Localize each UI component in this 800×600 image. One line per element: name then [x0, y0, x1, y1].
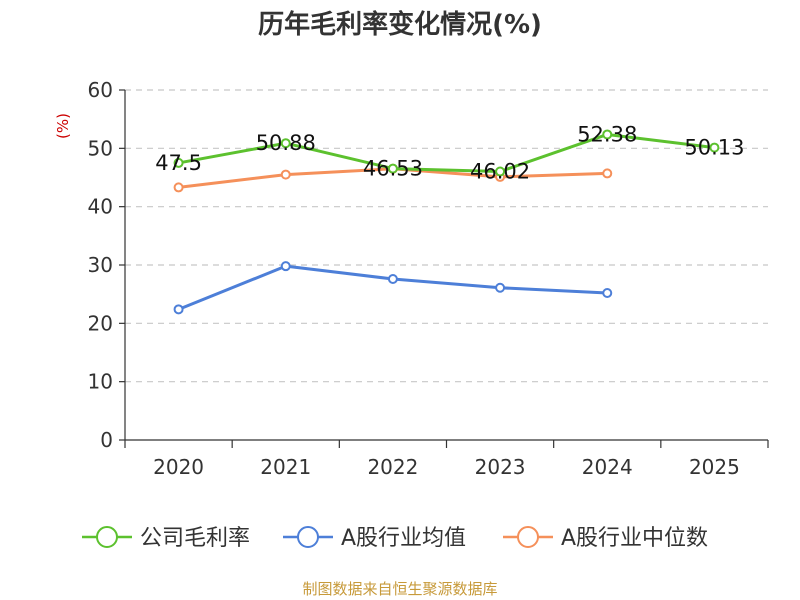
data-point	[495, 166, 506, 177]
data-point	[173, 304, 184, 315]
data-point	[387, 163, 398, 174]
series-line	[178, 132, 715, 174]
data-label: 46.02	[470, 160, 530, 184]
data-point	[280, 169, 291, 180]
x-tick-label: 2022	[367, 455, 418, 479]
legend-label: A股行业中位数	[561, 526, 708, 551]
series-line	[178, 264, 608, 311]
x-tick-label: 2021	[260, 455, 311, 479]
x-tick-labels: 2020 2021 2022 2023 2024 2025	[153, 455, 740, 479]
legend: 公司毛利率 A股行业均值 A股行业中位数	[82, 526, 708, 551]
x-tick-label: 2020	[153, 455, 204, 479]
data-point	[495, 282, 506, 293]
legend-marker	[517, 526, 539, 548]
data-label: 50.88	[256, 131, 316, 155]
chart-title: 历年毛利率变化情况(%)	[258, 9, 542, 40]
data-point	[173, 182, 184, 193]
data-label: 47.5	[155, 151, 202, 175]
y-tick-label: 30	[88, 253, 113, 277]
data-labels: 47.5 50.88 46.53 46.02 52.38 50.13	[155, 122, 744, 183]
y-tick-label: 0	[100, 428, 113, 452]
y-tick-label: 50	[88, 136, 113, 160]
legend-label: A股行业均值	[341, 526, 466, 551]
legend-marker	[297, 526, 319, 548]
data-point	[602, 129, 613, 140]
data-point	[280, 138, 291, 149]
y-tick-label: 40	[88, 195, 113, 219]
data-point	[709, 142, 720, 153]
x-tick-label: 2023	[475, 455, 526, 479]
source-note: 制图数据来自恒生聚源数据库	[302, 580, 497, 598]
legend-label: 公司毛利率	[140, 526, 250, 551]
series-0	[173, 129, 720, 177]
data-label: 52.38	[577, 122, 637, 146]
gridlines	[125, 89, 768, 383]
legend-marker	[96, 526, 118, 548]
y-tick-labels: 0 10 20 30 40 50 60	[88, 78, 113, 452]
data-point	[387, 274, 398, 284]
data-point	[602, 288, 613, 298]
data-point	[280, 261, 291, 272]
legend-item[interactable]: A股行业中位数	[503, 526, 708, 551]
x-tick-label: 2025	[689, 455, 740, 479]
data-label: 46.53	[363, 157, 423, 181]
legend-item[interactable]: A股行业均值	[283, 526, 466, 551]
y-tick-label: 20	[88, 311, 113, 335]
legend-item[interactable]: 公司毛利率	[82, 526, 250, 551]
series-1	[173, 261, 613, 315]
y-tick-label: 10	[88, 370, 113, 394]
y-tick-label: 60	[88, 78, 113, 102]
y-axis-unit-label: (%)	[54, 113, 72, 139]
data-point	[173, 157, 184, 168]
x-tick-label: 2024	[582, 455, 633, 479]
axes	[119, 89, 769, 448]
data-point	[602, 168, 613, 179]
data-label: 50.13	[684, 136, 744, 160]
series-layer	[173, 129, 720, 315]
